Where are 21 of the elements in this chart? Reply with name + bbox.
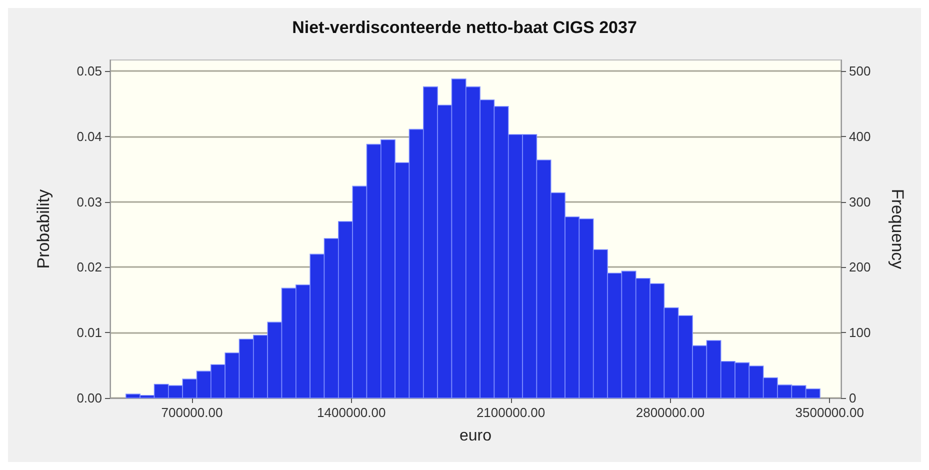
y-tick-label: 0.03 bbox=[76, 194, 102, 210]
x-tick-label: 2100000.00 bbox=[476, 405, 546, 420]
y2-axis-title: Frequency bbox=[888, 188, 907, 270]
y2-tick-label: 200 bbox=[849, 260, 871, 275]
x-tick-label: 3500000.00 bbox=[795, 405, 864, 420]
y-tick-label: 0.02 bbox=[76, 260, 102, 275]
x-axis-title: euro bbox=[459, 428, 492, 444]
x-tick-label: 2800000.00 bbox=[636, 405, 705, 420]
chart-title: Niet-verdisconteerde netto-baat CIGS 2037 bbox=[292, 18, 637, 37]
x-tick-label: 700000.00 bbox=[161, 405, 223, 420]
y-tick-label: 0.00 bbox=[76, 390, 102, 406]
y2-tick-label: 400 bbox=[849, 128, 871, 144]
y2-tick-label: 100 bbox=[849, 325, 871, 340]
y2-tick-label: 0 bbox=[849, 390, 856, 406]
y-tick-label: 0.05 bbox=[76, 64, 102, 79]
y-tick-label: 0.01 bbox=[76, 325, 102, 340]
y-axis-title: Probability bbox=[34, 188, 53, 269]
x-tick-label: 1400000.00 bbox=[317, 405, 386, 420]
y2-tick-label: 500 bbox=[849, 64, 871, 79]
y-tick-label: 0.04 bbox=[76, 128, 102, 144]
y2-tick-label: 300 bbox=[849, 194, 871, 210]
